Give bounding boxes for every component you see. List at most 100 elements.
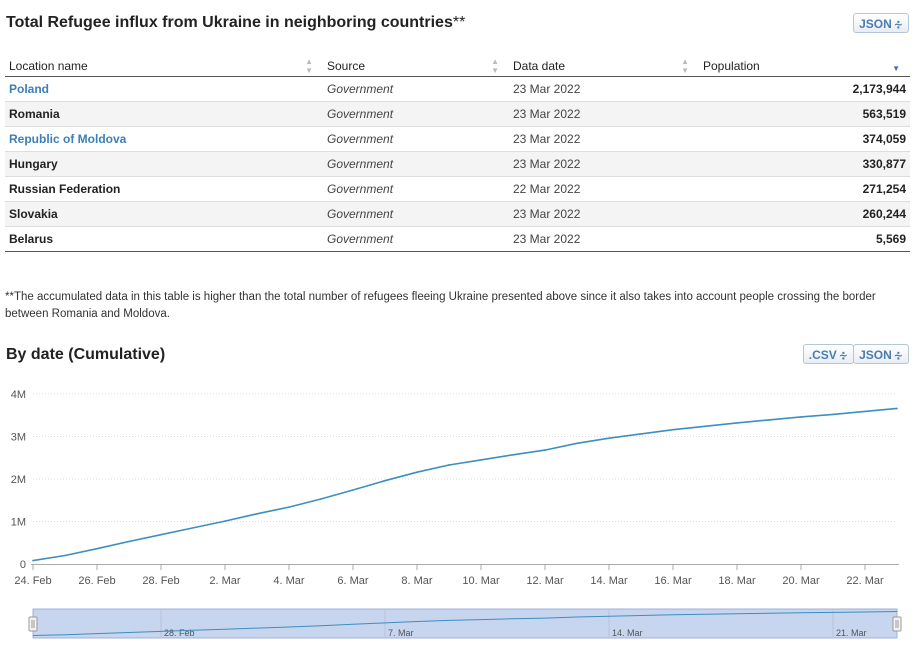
data-point [352, 489, 354, 491]
table-header-row: Location name ▲ ▼ Source ▲ ▼ Data date ▲ ▼ Pop… [5, 56, 910, 77]
data-point [256, 513, 258, 515]
column-header-location[interactable]: Location name ▲ ▼ [5, 56, 323, 77]
source-cell: Government [323, 176, 509, 202]
data-point [640, 433, 642, 435]
x-tick-label: 16. Mar [654, 575, 692, 587]
data-point [896, 407, 898, 410]
source-cell: Government [323, 76, 509, 102]
table-row: Belarus Government 23 Mar 2022 5,569 [5, 226, 910, 252]
population-cell: 330,877 [699, 151, 910, 177]
sort-icon: ▲ ▼ [491, 57, 499, 75]
date-cell: 23 Mar 2022 [509, 201, 699, 227]
population-cell: 563,519 [699, 101, 910, 127]
x-tick-label: 6. Mar [337, 575, 369, 587]
footnote: **The accumulated data in this table is … [5, 291, 876, 320]
navigator-tick-label: 14. Mar [612, 628, 643, 638]
navigator-tick-label: 21. Mar [836, 628, 867, 638]
y-tick-label: 4M [11, 389, 26, 401]
navigator-tick-label: 7. Mar [388, 628, 414, 638]
data-point [160, 533, 162, 536]
data-point [800, 416, 802, 418]
x-tick-label: 26. Feb [78, 575, 115, 587]
population-cell: 374,059 [699, 126, 910, 152]
data-point [512, 453, 514, 456]
y-tick-label: 2M [11, 474, 26, 486]
x-tick-label: 10. Mar [462, 575, 500, 587]
location-cell[interactable]: Poland [5, 76, 323, 102]
column-header-population[interactable]: Population ▼ [699, 56, 910, 77]
location-cell[interactable]: Republic of Moldova [5, 126, 323, 152]
x-tick-label: 22. Mar [846, 575, 884, 587]
source-cell: Government [323, 126, 509, 152]
table-row: Poland Government 23 Mar 2022 2,173,944 [5, 76, 910, 102]
population-cell: 5,569 [699, 226, 910, 252]
date-cell: 22 Mar 2022 [509, 176, 699, 202]
x-tick-label: 28. Feb [142, 575, 179, 587]
data-point [96, 547, 98, 550]
table-title: Total Refugee influx from Ukraine in nei… [6, 14, 466, 31]
population-cell: 271,254 [699, 176, 910, 202]
data-point [416, 471, 418, 473]
data-point [288, 506, 290, 508]
navigator-handle-left[interactable] [28, 616, 38, 632]
location-cell: Slovakia [5, 201, 323, 227]
location-cell: Romania [5, 101, 323, 127]
sort-descending-icon: ▼ [892, 64, 900, 73]
data-point [384, 479, 386, 482]
table-row: Russian Federation Government 22 Mar 2022 2… [5, 176, 910, 202]
data-point [32, 559, 34, 562]
data-point [192, 527, 194, 529]
location-cell: Belarus [5, 226, 323, 252]
x-tick-label: 2. Mar [209, 575, 241, 587]
chart-title: By date (Cumulative) [6, 346, 166, 363]
data-point [224, 520, 226, 522]
data-point [768, 419, 770, 421]
data-point [320, 498, 322, 500]
source-cell: Government [323, 201, 509, 227]
navigator-series-line [32, 611, 898, 636]
refugee-table: Location name ▲ ▼ Source ▲ ▼ Data date ▲ ▼ Pop… [5, 56, 910, 252]
x-tick-label: 4. Mar [273, 575, 305, 587]
data-point [64, 554, 66, 557]
json-export-button[interactable]: JSON ∻ [853, 344, 909, 364]
y-tick-label: 1M [11, 517, 26, 529]
data-point [128, 540, 130, 543]
data-point [608, 437, 610, 439]
population-cell: 260,244 [699, 201, 910, 227]
source-cell: Government [323, 226, 509, 252]
csv-export-button[interactable]: .CSV ∻ [802, 344, 854, 364]
cumulative-line-chart: 0 1M 2M 3M 4M 24. Feb 26. Feb 28. Feb 2. Mar 4. M… [11, 389, 902, 639]
navigator-tick-label: 28. Feb [164, 628, 195, 638]
feed-icon: ∻ [893, 19, 903, 31]
data-point [576, 442, 578, 445]
y-tick-label: 0 [20, 559, 26, 571]
json-export-button[interactable]: JSON ∻ [853, 13, 909, 33]
data-point [704, 425, 706, 428]
x-tick-label: 14. Mar [590, 575, 628, 587]
data-point [832, 413, 834, 416]
x-tick-label: 18. Mar [718, 575, 756, 587]
date-cell: 23 Mar 2022 [509, 126, 699, 152]
column-header-date[interactable]: Data date ▲ ▼ [509, 56, 699, 77]
data-point [448, 464, 450, 466]
source-cell: Government [323, 101, 509, 127]
date-cell: 23 Mar 2022 [509, 76, 699, 102]
source-cell: Government [323, 151, 509, 177]
x-tick-label: 24. Feb [14, 575, 51, 587]
table-row: Romania Government 23 Mar 2022 563,519 [5, 101, 910, 127]
table-row: Slovakia Government 23 Mar 2022 260,244 [5, 201, 910, 227]
date-cell: 23 Mar 2022 [509, 226, 699, 252]
location-cell: Russian Federation [5, 176, 323, 202]
navigator-handle-right[interactable] [892, 616, 902, 632]
y-tick-label: 3M [11, 432, 26, 444]
data-point [864, 410, 866, 413]
date-cell: 23 Mar 2022 [509, 151, 699, 177]
series-line [32, 407, 898, 562]
date-cell: 23 Mar 2022 [509, 101, 699, 127]
feed-icon: ∻ [838, 350, 848, 362]
column-header-source[interactable]: Source ▲ ▼ [323, 56, 509, 77]
location-cell: Hungary [5, 151, 323, 177]
table-row: Hungary Government 23 Mar 2022 330,877 [5, 151, 910, 177]
x-tick-label: 8. Mar [401, 575, 433, 587]
sort-icon: ▲ ▼ [305, 57, 313, 75]
